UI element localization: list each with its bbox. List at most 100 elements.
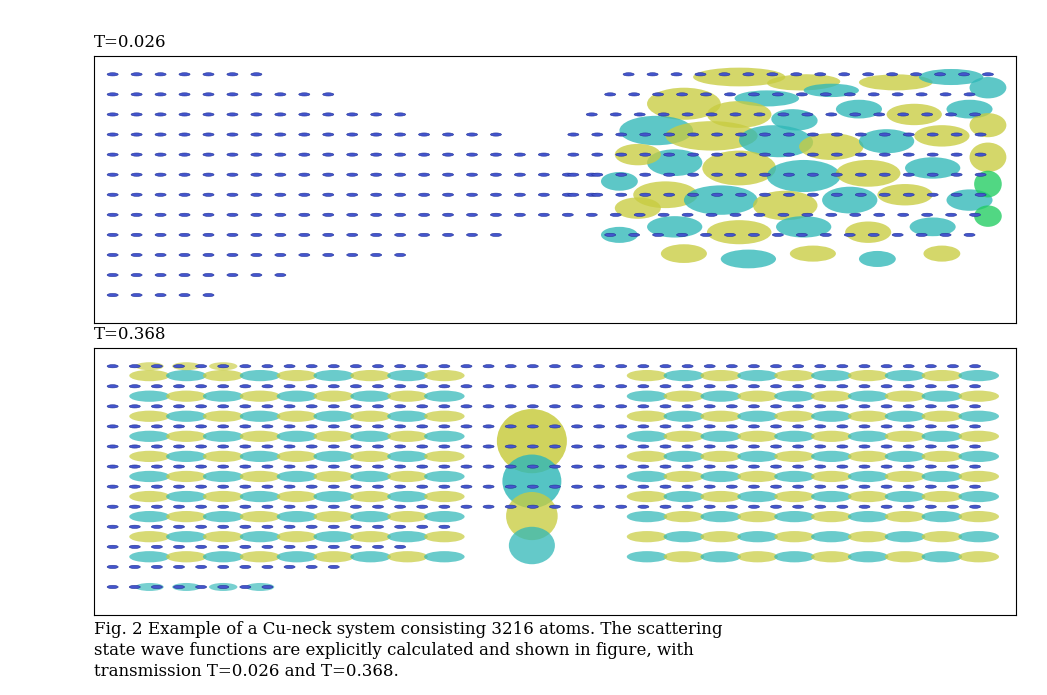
Ellipse shape [424, 370, 465, 382]
Ellipse shape [633, 181, 697, 208]
Ellipse shape [424, 551, 465, 562]
Circle shape [879, 173, 890, 177]
Circle shape [567, 133, 579, 136]
Circle shape [417, 525, 428, 528]
Circle shape [322, 193, 334, 197]
Circle shape [284, 546, 295, 548]
Circle shape [700, 234, 712, 236]
Circle shape [284, 445, 295, 448]
Circle shape [735, 193, 747, 197]
Ellipse shape [836, 160, 900, 187]
Ellipse shape [129, 471, 170, 482]
Circle shape [749, 93, 759, 96]
Circle shape [203, 193, 214, 197]
Circle shape [262, 485, 273, 489]
Circle shape [155, 113, 166, 116]
Circle shape [837, 404, 848, 408]
Circle shape [483, 425, 494, 428]
Ellipse shape [129, 511, 170, 522]
Circle shape [634, 213, 645, 216]
Ellipse shape [166, 531, 206, 542]
Circle shape [262, 546, 273, 548]
Ellipse shape [313, 411, 354, 422]
Circle shape [616, 173, 627, 177]
Circle shape [820, 234, 831, 236]
Circle shape [682, 113, 693, 116]
Circle shape [439, 425, 450, 428]
Circle shape [483, 385, 494, 388]
Circle shape [443, 234, 453, 236]
Circle shape [322, 153, 334, 156]
Ellipse shape [970, 113, 1006, 137]
Circle shape [196, 525, 206, 528]
Circle shape [203, 153, 214, 156]
Circle shape [926, 465, 936, 468]
Circle shape [417, 385, 428, 388]
Circle shape [240, 505, 251, 508]
Ellipse shape [615, 197, 661, 219]
Circle shape [490, 153, 502, 156]
Circle shape [928, 153, 938, 156]
Circle shape [174, 505, 184, 508]
Circle shape [793, 425, 804, 428]
Circle shape [831, 173, 843, 177]
Ellipse shape [910, 218, 956, 236]
Ellipse shape [885, 491, 926, 502]
Circle shape [298, 113, 310, 116]
Circle shape [572, 425, 582, 428]
Circle shape [107, 193, 118, 197]
Circle shape [306, 565, 317, 569]
Circle shape [179, 234, 191, 236]
Circle shape [461, 445, 472, 448]
Circle shape [688, 173, 698, 177]
Circle shape [129, 505, 140, 508]
Ellipse shape [737, 451, 778, 462]
Ellipse shape [627, 511, 667, 522]
Circle shape [395, 153, 405, 156]
Ellipse shape [601, 227, 638, 243]
Circle shape [203, 293, 214, 297]
Circle shape [251, 234, 262, 236]
Circle shape [855, 133, 866, 136]
Circle shape [395, 385, 405, 388]
Circle shape [174, 585, 184, 589]
Circle shape [514, 213, 526, 216]
Circle shape [179, 173, 191, 177]
Circle shape [419, 153, 429, 156]
Circle shape [676, 234, 688, 236]
Circle shape [417, 425, 428, 428]
Circle shape [567, 193, 579, 197]
Circle shape [660, 425, 671, 428]
Circle shape [395, 546, 405, 548]
Circle shape [262, 445, 273, 448]
Circle shape [759, 153, 771, 156]
Circle shape [395, 173, 405, 177]
Circle shape [815, 485, 826, 489]
Circle shape [155, 293, 166, 297]
Circle shape [592, 193, 603, 197]
Circle shape [218, 485, 228, 489]
Circle shape [461, 425, 472, 428]
Ellipse shape [877, 184, 933, 206]
Circle shape [329, 445, 339, 448]
Circle shape [439, 505, 450, 508]
Ellipse shape [700, 471, 741, 482]
Ellipse shape [424, 431, 465, 442]
Circle shape [196, 546, 206, 548]
Circle shape [616, 365, 627, 368]
Circle shape [505, 445, 516, 448]
Circle shape [218, 505, 228, 508]
Circle shape [640, 153, 651, 156]
Circle shape [395, 113, 405, 116]
Circle shape [240, 565, 251, 569]
Circle shape [594, 425, 605, 428]
Circle shape [859, 485, 870, 489]
Circle shape [706, 113, 717, 116]
Ellipse shape [351, 471, 391, 482]
Ellipse shape [774, 471, 815, 482]
Circle shape [329, 365, 339, 368]
Circle shape [859, 465, 870, 468]
Circle shape [179, 193, 191, 197]
Circle shape [749, 425, 759, 428]
Ellipse shape [664, 391, 705, 402]
